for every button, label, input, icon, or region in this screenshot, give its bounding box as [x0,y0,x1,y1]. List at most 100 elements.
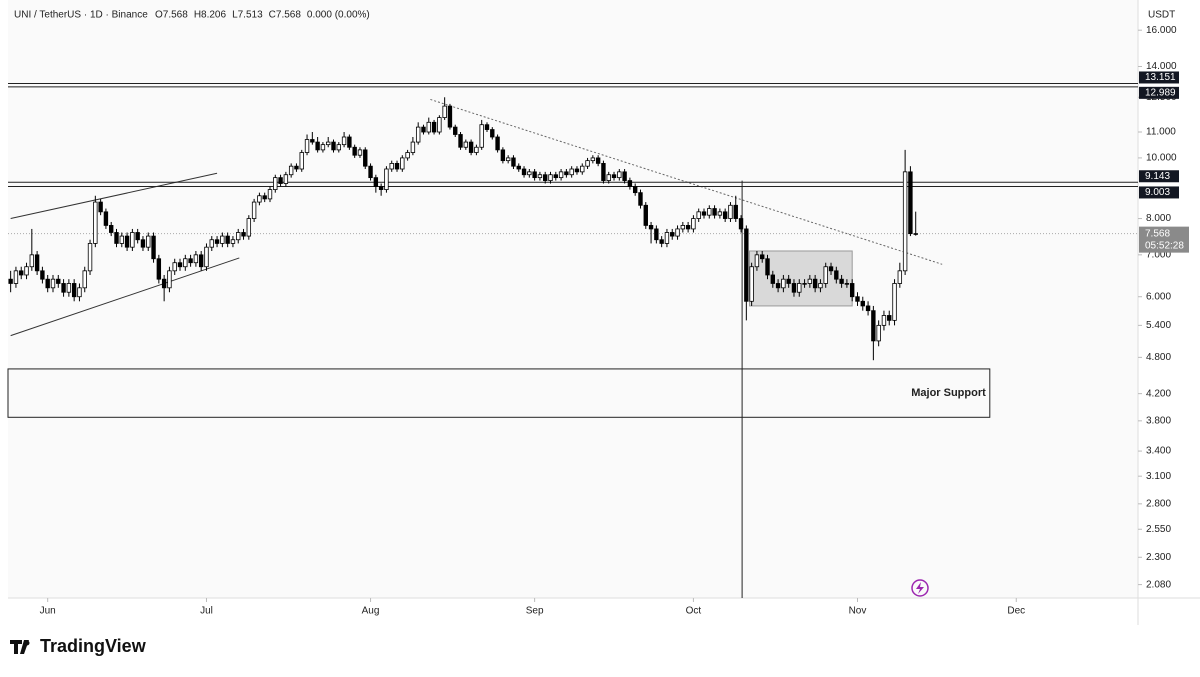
candle-body [320,144,326,151]
trendline [10,257,240,337]
candle-body [643,204,648,226]
candle-body [98,201,103,213]
candle-body [336,144,341,151]
candle-body [278,177,283,184]
candle-body [13,270,19,284]
candle-body [558,171,564,179]
candle-body [760,254,765,260]
candle-body [34,254,40,272]
candle-body [797,283,802,293]
candle-body [733,204,738,219]
candle-body [341,136,347,146]
candle-body [463,141,469,148]
candle-body [310,139,315,143]
candle-body [246,218,252,237]
candle-body [304,139,310,153]
candle-body [606,174,611,181]
candle-body [738,218,744,230]
ohlc-value: L7.513 [232,10,263,21]
x-tick-label: Nov [849,606,867,617]
candle-body [664,232,670,244]
candle-body [865,305,871,312]
candle-body [103,211,109,226]
candle-body [521,168,527,176]
candle-body [415,126,421,143]
candle-body [161,278,167,289]
plot-area [8,0,1138,598]
candle-body [728,204,733,219]
candle-body [543,174,548,181]
x-tick-label: Jul [200,606,213,617]
candle-body [564,171,569,176]
candle-body [294,165,299,170]
candle-body [617,171,622,179]
y-tick-label: 3.400 [1146,446,1171,457]
candle-body [8,278,13,284]
candle-body [881,315,887,326]
x-tick-label: Aug [362,606,380,617]
candle-body [611,174,617,179]
candle-body [495,136,500,151]
y-tick-label: 16.000 [1146,25,1177,36]
candle-body [119,235,124,244]
candle-body [871,310,876,342]
candle-body [527,171,532,176]
candle-body [908,171,913,235]
unit-label: USDT [1148,10,1175,21]
candle-body [569,168,574,176]
candle-body [151,235,156,260]
price-label: 13.151 [1145,72,1176,83]
candle-body [156,258,162,280]
candle-body [447,105,453,128]
y-tick-label: 11.000 [1146,127,1176,138]
candle-body [400,157,405,170]
y-tick-label: 14.000 [1146,61,1177,72]
brand-logo [10,640,30,654]
candle-body [77,287,82,298]
candle-body [389,163,394,170]
candle-body [251,201,257,219]
trendline [10,172,218,220]
price-label-box [1139,186,1179,199]
candle-body [204,246,209,268]
candle-body [622,171,627,181]
support-zone [7,368,991,418]
last-price-box [1139,226,1189,253]
candle-body [849,283,855,298]
candle-body [19,270,24,276]
candle-body [437,117,442,133]
y-tick-label: 2.080 [1146,579,1171,590]
y-tick-label: 2.300 [1146,552,1171,563]
candle-body [315,141,320,151]
candle-body [431,121,437,133]
candle-body [130,232,135,248]
candle-body [484,124,490,130]
candle-body [61,283,66,293]
y-tick-label: 10.000 [1146,153,1177,164]
candle-body [146,235,151,248]
candle-body [71,283,77,298]
candle-body [326,141,331,146]
candle-body [262,195,267,200]
candle-body [299,152,304,170]
support-label: Major Support [911,387,986,399]
candle-body [876,324,881,342]
candle-body [331,141,336,151]
candle-body [765,258,770,276]
y-tick-label: 4.200 [1146,388,1171,399]
candle-body [844,283,850,285]
candle-body [807,278,813,284]
candle-body [283,174,289,184]
candle-body [828,266,834,272]
candle-body [781,278,786,289]
candle-body [24,266,29,276]
candle-body [124,235,130,248]
x-tick-label: Sep [526,606,544,617]
candle-body [29,254,35,268]
candle-body [754,254,760,268]
candle-body [82,270,87,289]
ohlc-value: 0.000 (0.00%) [307,10,370,21]
brand-name: TradingView [40,636,147,656]
